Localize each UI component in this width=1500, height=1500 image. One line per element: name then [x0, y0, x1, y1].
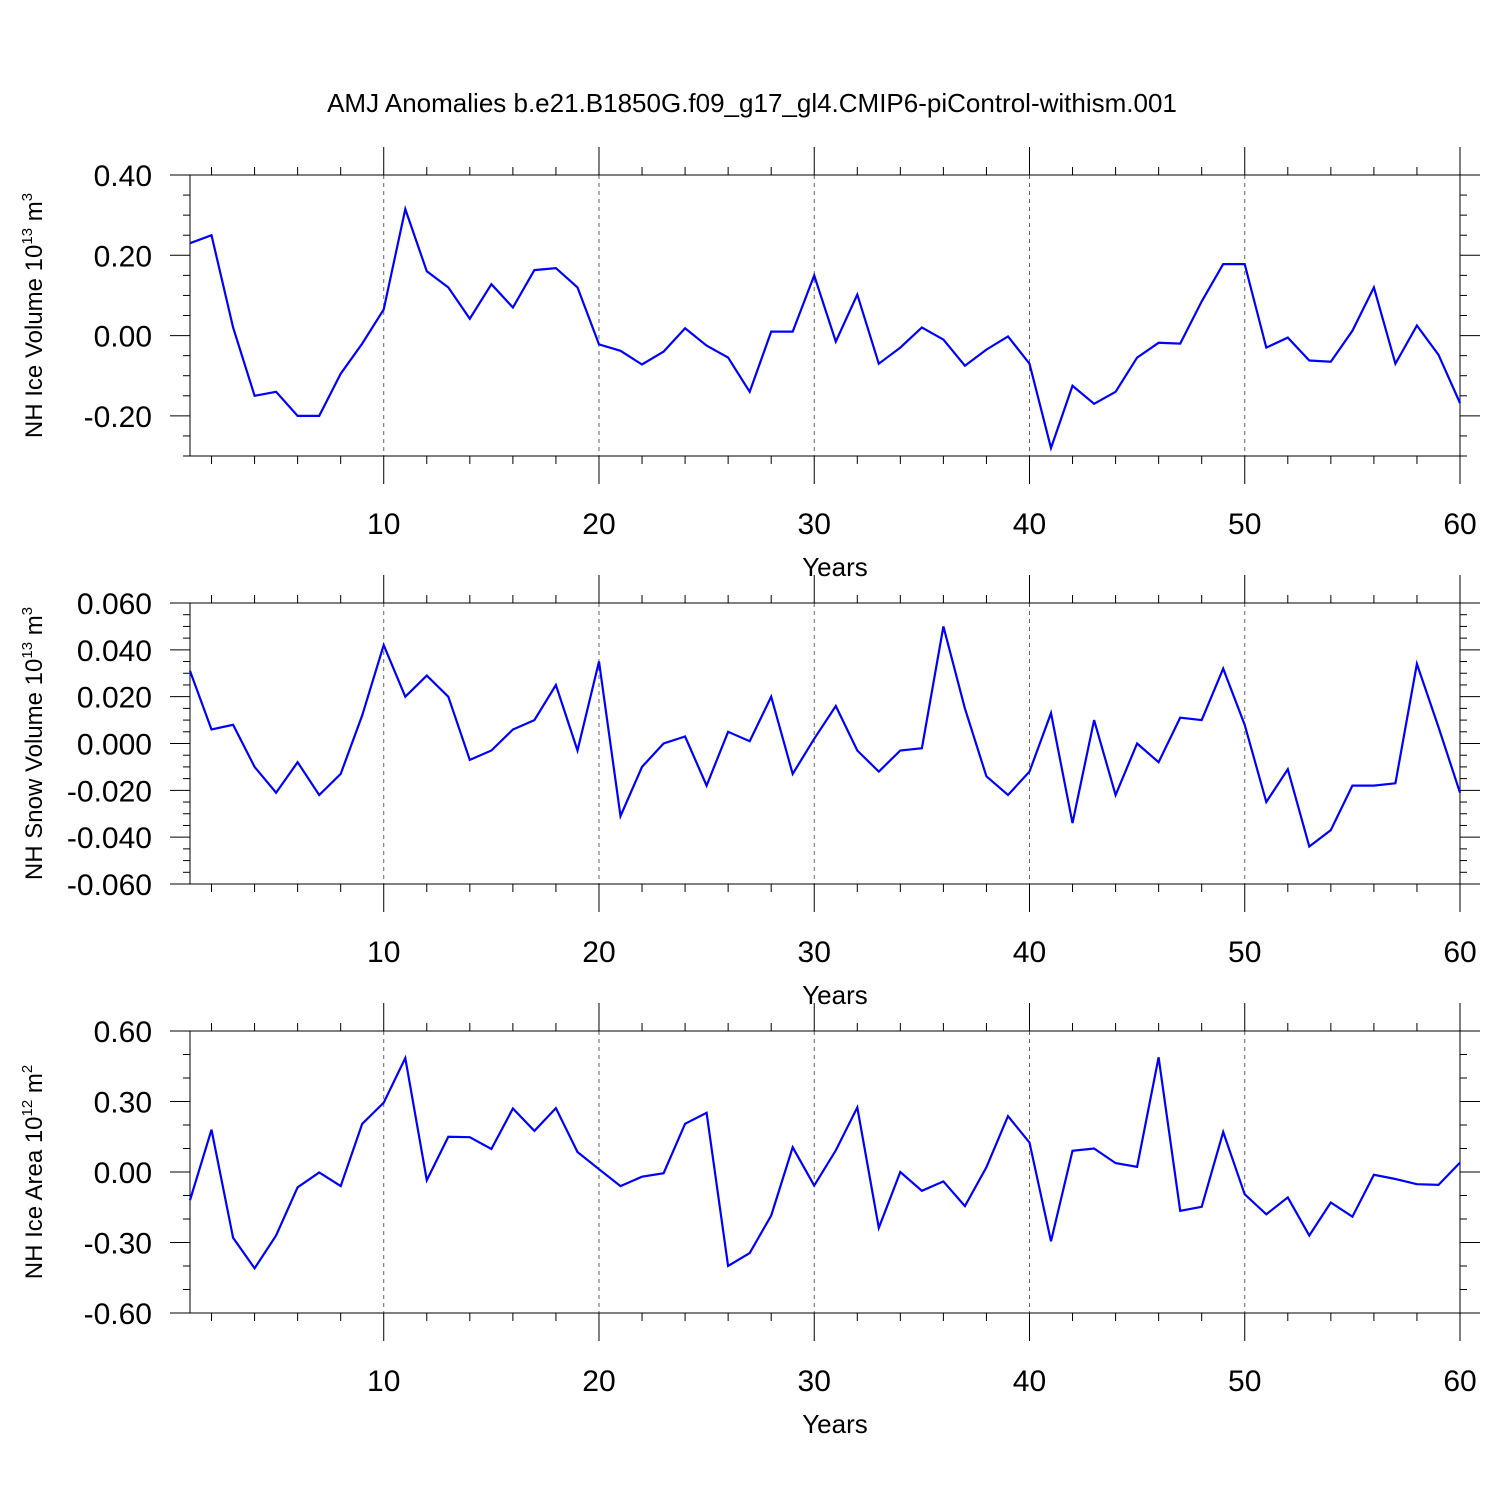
- x-tick-label: 20: [582, 936, 615, 969]
- series-line: [189, 205, 1462, 452]
- x-tick-label: 60: [1443, 1365, 1476, 1398]
- y-tick-label: 0.000: [77, 729, 152, 762]
- x-axis-title: Years: [802, 1409, 868, 1439]
- x-tick-label: 20: [582, 508, 615, 541]
- chart-panel-2: -0.060 -0.040 -0.020 0.000 0.020 0.040 0.060 10…: [19, 575, 1480, 1010]
- x-axis-title: Years: [802, 552, 868, 582]
- y-tick-label: 0.00: [94, 321, 152, 354]
- x-tick-label: 50: [1228, 936, 1261, 969]
- y-axis-title: NH Snow Volume 1013 m3: [19, 607, 48, 880]
- y-tick-label: -0.30: [84, 1228, 152, 1261]
- y-tick-label: 0.020: [77, 682, 152, 715]
- y-tick-label: -0.060: [67, 869, 152, 902]
- x-tick-label: 60: [1443, 508, 1476, 541]
- x-tick-label: 40: [1013, 936, 1046, 969]
- y-tick-label: 0.00: [94, 1157, 152, 1190]
- x-tick-label: 10: [367, 1365, 400, 1398]
- x-tick-label: 10: [367, 508, 400, 541]
- chart-panel-3: -0.60 -0.30 0.00 0.30 0.60 10 20 30 40 50 60 Years N…: [19, 1003, 1480, 1439]
- x-tick-label: 20: [582, 1365, 615, 1398]
- x-tick-label: 50: [1228, 508, 1261, 541]
- x-tick-label: 30: [798, 936, 831, 969]
- x-tick-label: 40: [1013, 1365, 1046, 1398]
- y-tick-label: 0.30: [94, 1087, 152, 1120]
- y-tick-label: 0.040: [77, 635, 152, 668]
- series-line: [188, 1054, 1461, 1271]
- x-tick-label: 40: [1013, 508, 1046, 541]
- y-tick-label: -0.020: [67, 775, 152, 808]
- x-tick-label: 30: [798, 1365, 831, 1398]
- chart-panel-1: -0.20 0.00 0.20 0.40 10 20 30 40 50 60 Years NH Ice…: [19, 147, 1480, 582]
- panels: -0.20 0.00 0.20 0.40 10 20 30 40 50 60 Years NH Ice…: [19, 147, 1480, 1439]
- y-tick-label: 0.20: [94, 240, 152, 273]
- y-axis-title: NH Ice Volume 1013 m3: [19, 193, 48, 438]
- y-tick-label: -0.20: [84, 401, 152, 434]
- x-tick-label: 60: [1443, 936, 1476, 969]
- y-tick-label: -0.60: [84, 1298, 152, 1331]
- x-tick-label: 50: [1228, 1365, 1261, 1398]
- y-tick-label: -0.040: [67, 822, 152, 855]
- y-tick-label: 0.40: [94, 160, 152, 193]
- series-line: [188, 626, 1462, 849]
- x-tick-label: 30: [798, 508, 831, 541]
- y-tick-label: 0.060: [77, 588, 152, 621]
- x-tick-label: 10: [367, 936, 400, 969]
- figure-title: AMJ Anomalies b.e21.B1850G.f09_g17_gl4.C…: [327, 88, 1177, 118]
- y-axis-title: NH Ice Area 1012 m2: [19, 1065, 48, 1279]
- x-axis-title: Years: [802, 980, 868, 1010]
- y-tick-label: 0.60: [94, 1016, 152, 1049]
